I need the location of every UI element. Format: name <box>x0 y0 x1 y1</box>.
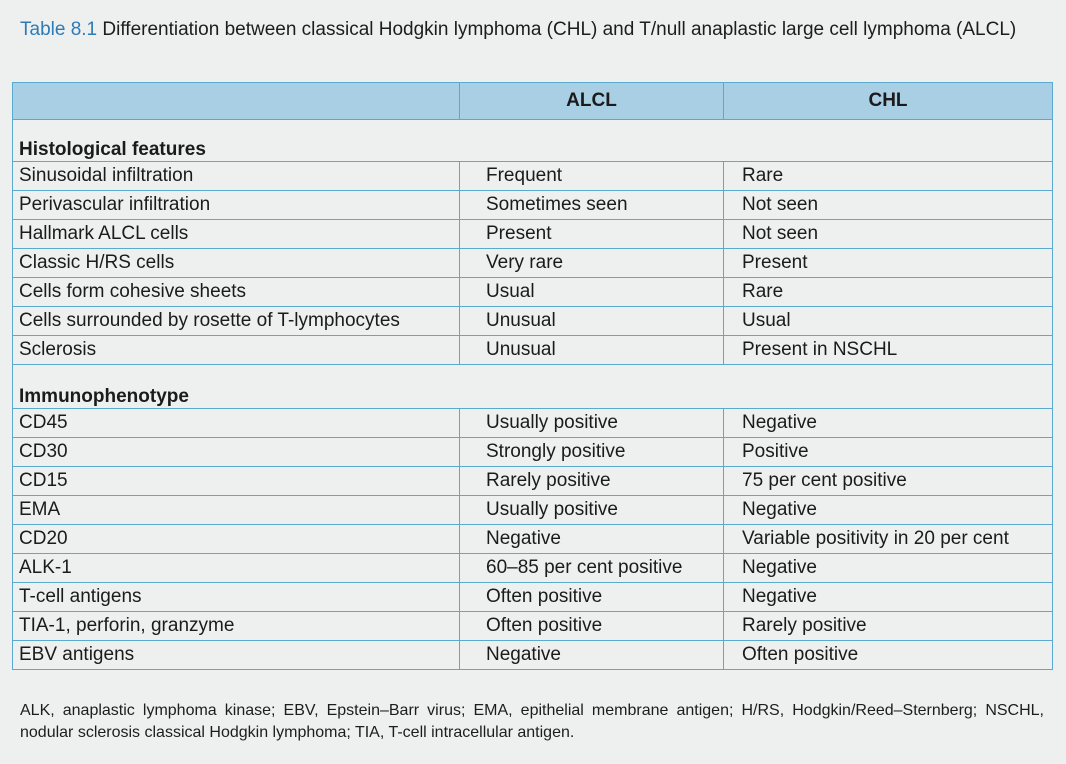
alcl-cell: Usually positive <box>459 408 724 438</box>
feature-cell: Hallmark ALCL cells <box>12 219 460 249</box>
section-header-row: Histological features <box>12 119 1053 162</box>
table-row: TIA-1, perforin, granzyme Often positive R… <box>12 611 1053 641</box>
alcl-cell: Unusual <box>459 306 724 336</box>
chl-cell: Rarely positive <box>723 611 1053 641</box>
header-cell-chl: CHL <box>723 82 1053 120</box>
chl-cell: Not seen <box>723 190 1053 220</box>
feature-cell: CD20 <box>12 524 460 554</box>
alcl-cell: Usually positive <box>459 495 724 525</box>
feature-cell: ALK-1 <box>12 553 460 583</box>
section-header-row: Immunophenotype <box>12 364 1053 409</box>
table-row: EBV antigens Negative Often positive <box>12 640 1053 670</box>
table-row: T-cell antigens Often positive Negative <box>12 582 1053 612</box>
alcl-cell: Usual <box>459 277 724 307</box>
alcl-cell: Very rare <box>459 248 724 278</box>
chl-cell: Rare <box>723 277 1053 307</box>
alcl-cell: Often positive <box>459 582 724 612</box>
feature-cell: Sinusoidal infiltration <box>12 161 460 191</box>
chl-cell: Negative <box>723 582 1053 612</box>
table-caption: Table 8.1 Differentiation between classi… <box>20 16 1020 43</box>
chl-cell: Positive <box>723 437 1053 467</box>
section-title: Immunophenotype <box>12 364 1053 409</box>
feature-cell: Classic H/RS cells <box>12 248 460 278</box>
feature-cell: EBV antigens <box>12 640 460 670</box>
feature-cell: EMA <box>12 495 460 525</box>
alcl-cell: 60–85 per cent positive <box>459 553 724 583</box>
header-cell-feature <box>12 82 460 120</box>
differentiation-table: ALCL CHL Histological features Sinusoidal… <box>12 82 1053 670</box>
chl-cell: Rare <box>723 161 1053 191</box>
table-footnote: ALK, anaplastic lymphoma kinase; EBV, Ep… <box>20 702 1044 741</box>
chl-cell: Not seen <box>723 219 1053 249</box>
alcl-cell: Strongly positive <box>459 437 724 467</box>
table-caption-text: Differentiation between classical Hodgki… <box>102 19 1017 40</box>
chl-cell: Negative <box>723 553 1053 583</box>
table-row: Classic H/RS cells Very rare Present <box>12 248 1053 278</box>
chl-cell: Negative <box>723 408 1053 438</box>
alcl-cell: Sometimes seen <box>459 190 724 220</box>
feature-cell: T-cell antigens <box>12 582 460 612</box>
table-row: CD30 Strongly positive Positive <box>12 437 1053 467</box>
alcl-cell: Often positive <box>459 611 724 641</box>
feature-cell: CD45 <box>12 408 460 438</box>
table-row: Hallmark ALCL cells Present Not seen <box>12 219 1053 249</box>
feature-cell: Cells form cohesive sheets <box>12 277 460 307</box>
table-row: EMA Usually positive Negative <box>12 495 1053 525</box>
alcl-cell: Negative <box>459 524 724 554</box>
alcl-cell: Present <box>459 219 724 249</box>
table-row: ALK-1 60–85 per cent positive Negative <box>12 553 1053 583</box>
section-title: Histological features <box>12 119 1053 162</box>
table-row: Sinusoidal infiltration Frequent Rare <box>12 161 1053 191</box>
chl-cell: Negative <box>723 495 1053 525</box>
alcl-cell: Frequent <box>459 161 724 191</box>
alcl-cell: Rarely positive <box>459 466 724 496</box>
chl-cell: Present <box>723 248 1053 278</box>
chl-cell: Often positive <box>723 640 1053 670</box>
table-row: CD20 Negative Variable positivity in 20 pe… <box>12 524 1053 554</box>
chl-cell: Variable positivity in 20 per cent <box>723 524 1053 554</box>
table-row: Sclerosis Unusual Present in NSCHL <box>12 335 1053 365</box>
table-row: CD15 Rarely positive 75 per cent positive <box>12 466 1053 496</box>
chl-cell: Usual <box>723 306 1053 336</box>
feature-cell: Sclerosis <box>12 335 460 365</box>
feature-cell: Cells surrounded by rosette of T-lymphoc… <box>12 306 460 336</box>
table-body: Histological features Sinusoidal infiltra… <box>12 119 1053 670</box>
alcl-cell: Unusual <box>459 335 724 365</box>
table-row: Perivascular infiltration Sometimes seen N… <box>12 190 1053 220</box>
chl-cell: Present in NSCHL <box>723 335 1053 365</box>
table-caption-label: Table 8.1 <box>20 19 98 40</box>
header-cell-alcl: ALCL <box>459 82 724 120</box>
table-row: Cells surrounded by rosette of T-lymphoc… <box>12 306 1053 336</box>
header-row: ALCL CHL <box>12 82 1053 120</box>
feature-cell: Perivascular infiltration <box>12 190 460 220</box>
chl-cell: 75 per cent positive <box>723 466 1053 496</box>
alcl-cell: Negative <box>459 640 724 670</box>
feature-cell: CD15 <box>12 466 460 496</box>
feature-cell: TIA-1, perforin, granzyme <box>12 611 460 641</box>
table-row: CD45 Usually positive Negative <box>12 408 1053 438</box>
table-row: Cells form cohesive sheets Usual Rare <box>12 277 1053 307</box>
feature-cell: CD30 <box>12 437 460 467</box>
